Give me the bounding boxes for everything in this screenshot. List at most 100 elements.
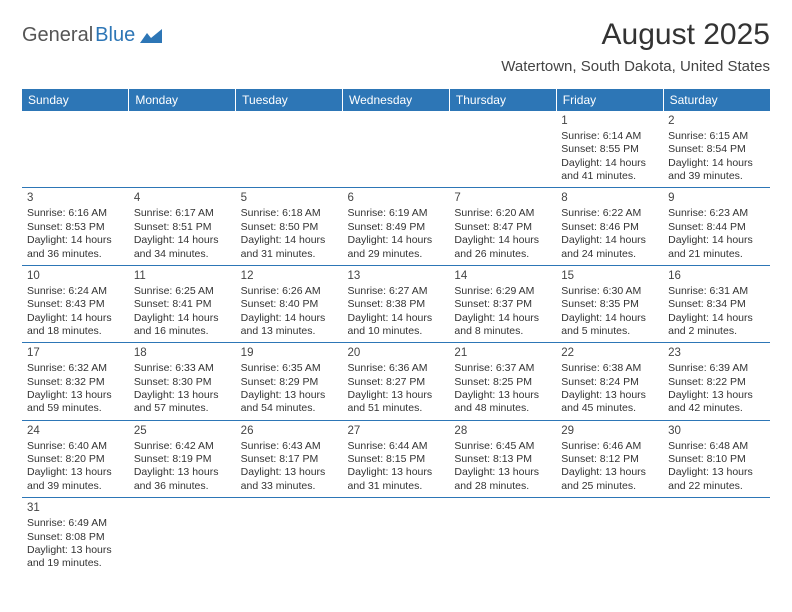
sunrise-text: Sunrise: 6:29 AM [454, 285, 551, 298]
calendar-table: SundayMondayTuesdayWednesdayThursdayFrid… [22, 89, 770, 575]
sunset-text: Sunset: 8:08 PM [27, 531, 124, 544]
calendar-cell: 30Sunrise: 6:48 AMSunset: 8:10 PMDayligh… [663, 420, 770, 497]
sunrise-text: Sunrise: 6:31 AM [668, 285, 765, 298]
daylight-text: Daylight: 14 hours and 5 minutes. [561, 312, 658, 339]
header: General Blue August 2025 Watertown, Sout… [0, 0, 792, 81]
daylight-text: Daylight: 14 hours and 18 minutes. [27, 312, 124, 339]
sunrise-text: Sunrise: 6:38 AM [561, 362, 658, 375]
day-number: 9 [668, 191, 765, 206]
calendar-week-row: 31Sunrise: 6:49 AMSunset: 8:08 PMDayligh… [22, 498, 770, 575]
calendar-cell: 2Sunrise: 6:15 AMSunset: 8:54 PMDaylight… [663, 111, 770, 188]
day-header: Tuesday [236, 89, 343, 111]
sunset-text: Sunset: 8:50 PM [241, 221, 338, 234]
sunrise-text: Sunrise: 6:26 AM [241, 285, 338, 298]
day-number: 16 [668, 269, 765, 284]
sunrise-text: Sunrise: 6:23 AM [668, 207, 765, 220]
day-number: 22 [561, 346, 658, 361]
calendar-cell [343, 111, 450, 188]
calendar-cell: 5Sunrise: 6:18 AMSunset: 8:50 PMDaylight… [236, 188, 343, 265]
calendar-cell: 31Sunrise: 6:49 AMSunset: 8:08 PMDayligh… [22, 498, 129, 575]
sunset-text: Sunset: 8:46 PM [561, 221, 658, 234]
sunset-text: Sunset: 8:10 PM [668, 453, 765, 466]
sunset-text: Sunset: 8:22 PM [668, 376, 765, 389]
calendar-cell: 3Sunrise: 6:16 AMSunset: 8:53 PMDaylight… [22, 188, 129, 265]
day-number: 28 [454, 424, 551, 439]
daylight-text: Daylight: 13 hours and 36 minutes. [134, 466, 231, 493]
day-number: 31 [27, 501, 124, 516]
day-number: 26 [241, 424, 338, 439]
calendar-cell [343, 498, 450, 575]
sunrise-text: Sunrise: 6:30 AM [561, 285, 658, 298]
calendar-cell: 1Sunrise: 6:14 AMSunset: 8:55 PMDaylight… [556, 111, 663, 188]
calendar-cell: 15Sunrise: 6:30 AMSunset: 8:35 PMDayligh… [556, 265, 663, 342]
day-number: 11 [134, 269, 231, 284]
calendar-cell: 21Sunrise: 6:37 AMSunset: 8:25 PMDayligh… [449, 343, 556, 420]
sunset-text: Sunset: 8:25 PM [454, 376, 551, 389]
day-number: 25 [134, 424, 231, 439]
logo-text-general: General [22, 24, 93, 47]
calendar-cell: 14Sunrise: 6:29 AMSunset: 8:37 PMDayligh… [449, 265, 556, 342]
day-number: 12 [241, 269, 338, 284]
sunrise-text: Sunrise: 6:24 AM [27, 285, 124, 298]
calendar-cell: 26Sunrise: 6:43 AMSunset: 8:17 PMDayligh… [236, 420, 343, 497]
sunrise-text: Sunrise: 6:25 AM [134, 285, 231, 298]
calendar-cell: 20Sunrise: 6:36 AMSunset: 8:27 PMDayligh… [343, 343, 450, 420]
day-number: 20 [348, 346, 445, 361]
calendar-cell [556, 498, 663, 575]
sunrise-text: Sunrise: 6:33 AM [134, 362, 231, 375]
calendar-cell [129, 111, 236, 188]
daylight-text: Daylight: 13 hours and 22 minutes. [668, 466, 765, 493]
calendar-cell: 27Sunrise: 6:44 AMSunset: 8:15 PMDayligh… [343, 420, 450, 497]
calendar-cell [129, 498, 236, 575]
calendar-cell: 6Sunrise: 6:19 AMSunset: 8:49 PMDaylight… [343, 188, 450, 265]
day-number: 4 [134, 191, 231, 206]
daylight-text: Daylight: 14 hours and 34 minutes. [134, 234, 231, 261]
daylight-text: Daylight: 14 hours and 31 minutes. [241, 234, 338, 261]
sunset-text: Sunset: 8:17 PM [241, 453, 338, 466]
calendar-cell: 16Sunrise: 6:31 AMSunset: 8:34 PMDayligh… [663, 265, 770, 342]
daylight-text: Daylight: 13 hours and 54 minutes. [241, 389, 338, 416]
sunrise-text: Sunrise: 6:46 AM [561, 440, 658, 453]
sunset-text: Sunset: 8:38 PM [348, 298, 445, 311]
daylight-text: Daylight: 14 hours and 24 minutes. [561, 234, 658, 261]
sunrise-text: Sunrise: 6:45 AM [454, 440, 551, 453]
calendar-cell: 13Sunrise: 6:27 AMSunset: 8:38 PMDayligh… [343, 265, 450, 342]
day-header: Sunday [22, 89, 129, 111]
daylight-text: Daylight: 14 hours and 21 minutes. [668, 234, 765, 261]
sunset-text: Sunset: 8:34 PM [668, 298, 765, 311]
day-header: Thursday [449, 89, 556, 111]
sunrise-text: Sunrise: 6:14 AM [561, 130, 658, 143]
sunset-text: Sunset: 8:29 PM [241, 376, 338, 389]
day-header: Friday [556, 89, 663, 111]
calendar-cell: 8Sunrise: 6:22 AMSunset: 8:46 PMDaylight… [556, 188, 663, 265]
day-number: 1 [561, 114, 658, 129]
day-number: 17 [27, 346, 124, 361]
calendar-cell: 4Sunrise: 6:17 AMSunset: 8:51 PMDaylight… [129, 188, 236, 265]
sunset-text: Sunset: 8:19 PM [134, 453, 231, 466]
sunset-text: Sunset: 8:55 PM [561, 143, 658, 156]
daylight-text: Daylight: 13 hours and 25 minutes. [561, 466, 658, 493]
calendar-cell: 25Sunrise: 6:42 AMSunset: 8:19 PMDayligh… [129, 420, 236, 497]
day-number: 23 [668, 346, 765, 361]
daylight-text: Daylight: 13 hours and 59 minutes. [27, 389, 124, 416]
sunset-text: Sunset: 8:54 PM [668, 143, 765, 156]
daylight-text: Daylight: 14 hours and 13 minutes. [241, 312, 338, 339]
daylight-text: Daylight: 14 hours and 36 minutes. [27, 234, 124, 261]
calendar-cell: 19Sunrise: 6:35 AMSunset: 8:29 PMDayligh… [236, 343, 343, 420]
day-number: 19 [241, 346, 338, 361]
sunrise-text: Sunrise: 6:19 AM [348, 207, 445, 220]
sunrise-text: Sunrise: 6:49 AM [27, 517, 124, 530]
day-number: 10 [27, 269, 124, 284]
sunrise-text: Sunrise: 6:16 AM [27, 207, 124, 220]
calendar-cell [449, 498, 556, 575]
day-number: 15 [561, 269, 658, 284]
sunset-text: Sunset: 8:53 PM [27, 221, 124, 234]
day-header: Saturday [663, 89, 770, 111]
calendar-cell: 18Sunrise: 6:33 AMSunset: 8:30 PMDayligh… [129, 343, 236, 420]
daylight-text: Daylight: 14 hours and 8 minutes. [454, 312, 551, 339]
calendar-week-row: 3Sunrise: 6:16 AMSunset: 8:53 PMDaylight… [22, 188, 770, 265]
sunset-text: Sunset: 8:27 PM [348, 376, 445, 389]
sunrise-text: Sunrise: 6:32 AM [27, 362, 124, 375]
calendar-week-row: 1Sunrise: 6:14 AMSunset: 8:55 PMDaylight… [22, 111, 770, 188]
day-number: 30 [668, 424, 765, 439]
